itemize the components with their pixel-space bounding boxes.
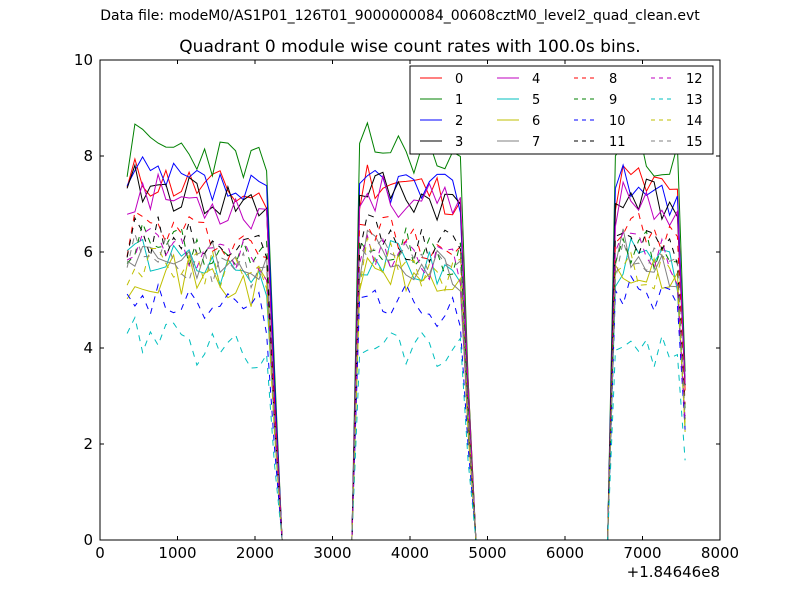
x-tick-label: 7000	[623, 544, 661, 562]
series-line-5	[126, 237, 686, 541]
x-tick-label: 5000	[468, 544, 506, 562]
x-tick-label: 1000	[158, 544, 196, 562]
x-tick-label: 2000	[236, 544, 274, 562]
y-tick-label: 4	[83, 339, 93, 357]
series-line-10	[126, 274, 686, 541]
x-offset-label: +1.84646e8	[627, 563, 720, 581]
legend-label-5: 5	[532, 93, 540, 108]
legend-label-3: 3	[455, 135, 463, 150]
y-tick-label: 0	[83, 531, 93, 549]
chart-title: Quadrant 0 module wise count rates with …	[179, 37, 641, 57]
series-line-15	[126, 232, 686, 541]
legend-label-2: 2	[455, 114, 463, 129]
y-tick-label: 8	[83, 147, 93, 165]
legend-label-11: 11	[609, 135, 626, 150]
legend-label-12: 12	[686, 72, 703, 87]
legend-label-10: 10	[609, 114, 626, 129]
legend-label-9: 9	[609, 93, 617, 108]
legend-label-15: 15	[686, 135, 703, 150]
series-line-9	[126, 221, 686, 541]
x-tick-label: 6000	[546, 544, 584, 562]
series-layer	[126, 121, 686, 541]
legend-box	[409, 65, 714, 155]
legend-label-7: 7	[532, 135, 540, 150]
legend-label-13: 13	[686, 93, 703, 108]
y-tick-label: 10	[74, 51, 93, 69]
legend-label-0: 0	[455, 72, 463, 87]
x-tick-label: 3000	[313, 544, 351, 562]
series-line-2	[126, 155, 686, 541]
series-line-1	[126, 121, 686, 541]
series-line-0	[126, 157, 686, 541]
legend-label-4: 4	[532, 72, 540, 87]
legend-label-14: 14	[686, 114, 703, 129]
legend-label-8: 8	[609, 72, 617, 87]
legend-label-6: 6	[532, 114, 540, 129]
series-line-7	[126, 228, 686, 541]
y-tick-label: 6	[83, 243, 93, 261]
x-tick-label: 4000	[391, 544, 429, 562]
y-tick-label: 2	[83, 435, 93, 453]
x-tick-label: 0	[95, 544, 105, 562]
series-line-14	[126, 237, 686, 541]
series-line-6	[126, 253, 686, 541]
x-tick-label: 8000	[701, 544, 739, 562]
series-line-3	[126, 163, 686, 541]
figure-suptitle: Data file: modeM0/AS1P01_126T01_90000000…	[100, 8, 700, 24]
legend-label-1: 1	[455, 93, 463, 108]
series-line-13	[126, 315, 686, 541]
